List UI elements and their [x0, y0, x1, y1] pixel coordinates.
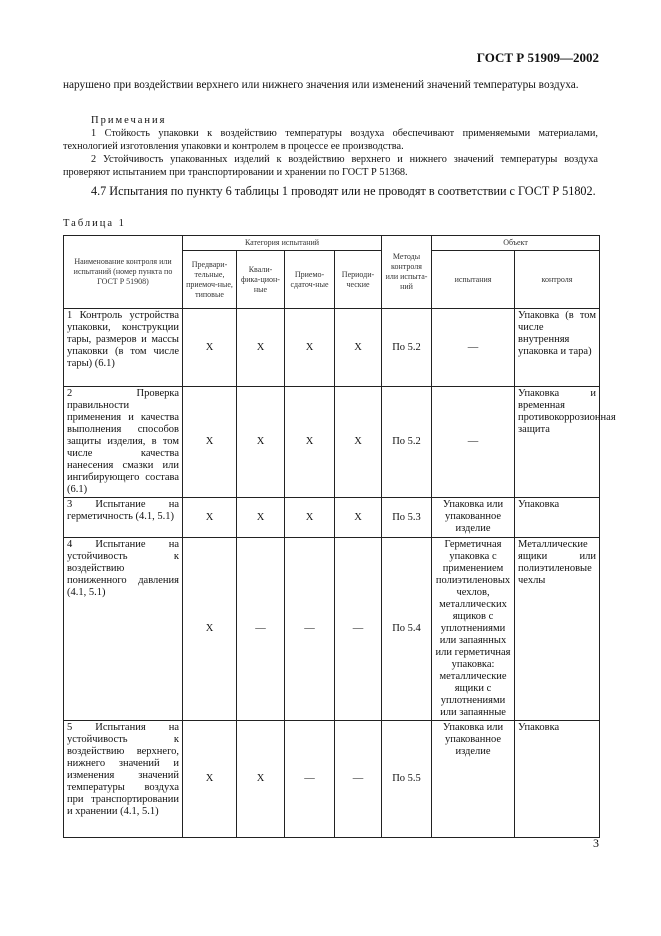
cell-accept: — — [284, 720, 335, 838]
cell-method: По 5.3 — [381, 497, 433, 538]
cell-qual: X — [236, 308, 285, 387]
table-row: 2 Проверка правильности применения и кач… — [63, 386, 616, 498]
table-row: 1 Контроль устройства упаковки, конструк… — [63, 308, 601, 387]
header-methods: Методы контроля или испыта-ний — [381, 235, 433, 309]
cell-prelim: X — [182, 537, 237, 721]
cell-qual: X — [236, 497, 285, 538]
cell-period: — — [333, 720, 383, 838]
header-cat-prelim: Предвари-тельные, приемоч-ные, типовые — [182, 250, 237, 309]
cell-method: По 5.2 — [381, 386, 433, 498]
cell-prelim: X — [182, 386, 237, 498]
cell-prelim: X — [182, 308, 237, 387]
header-cat-period: Периоди-ческие — [333, 250, 383, 309]
header-obj-control: контроля — [514, 250, 601, 309]
cell-name: 4 Испытание на устойчивость к воздействи… — [63, 537, 183, 721]
cell-name: 5 Испытания на устойчивость к воздействи… — [63, 720, 183, 838]
cell-obj-test: Упаковка или упакованное изделие — [431, 720, 516, 838]
table-caption: Таблица 1 — [63, 218, 126, 229]
cell-accept: X — [284, 386, 335, 498]
cell-qual: — — [236, 537, 285, 721]
cell-period: X — [333, 308, 383, 387]
cell-obj-control: Упаковка и временная противокоррозионная… — [514, 386, 616, 498]
cell-period: — — [333, 537, 383, 721]
header-cat-accept: Приемо-сдаточ-ные — [284, 250, 335, 309]
cell-prelim: X — [182, 497, 237, 538]
cell-accept: — — [284, 537, 335, 721]
header-name: Наименование контроля или испытаний (ном… — [63, 235, 183, 309]
cell-period: X — [333, 497, 383, 538]
table-row: 5 Испытания на устойчивость к воздействи… — [63, 720, 601, 838]
note-2: 2 Устойчивость упакованных изделий к воз… — [63, 154, 598, 178]
table-1: Наименование контроля или испытаний (ном… — [63, 235, 616, 838]
cell-period: X — [333, 386, 383, 498]
header-obj-test: испытания — [431, 250, 516, 309]
cell-accept: X — [284, 308, 335, 387]
header-cat-qual: Квали-фика-цион-ные — [236, 250, 285, 309]
paragraph-4-7: 4.7 Испытания по пункту 6 таблицы 1 пров… — [91, 184, 596, 198]
cell-obj-control: Упаковка (в том числе внутренняя упаковк… — [514, 308, 601, 387]
cell-qual: X — [236, 386, 285, 498]
cell-name: 2 Проверка правильности применения и кач… — [63, 386, 183, 498]
cell-method: По 5.2 — [381, 308, 433, 387]
page-number: 3 — [593, 836, 599, 850]
note-1: 1 Стойкость упаковки к воздействию темпе… — [63, 128, 598, 152]
cell-method: По 5.5 — [381, 720, 433, 838]
cell-obj-control: Упаковка — [514, 497, 601, 538]
cell-obj-test: Упаковка или упакованное изделие — [431, 497, 516, 538]
cell-prelim: X — [182, 720, 237, 838]
cell-name: 3 Испытание на герметичность (4.1, 5.1) — [63, 497, 183, 538]
paragraph-continuation: нарушено при воздействии верхнего или ни… — [63, 79, 579, 91]
cell-obj-test: Герметичная упаковка с применением полиэ… — [431, 537, 516, 721]
table-row: 4 Испытание на устойчивость к воздействи… — [63, 537, 601, 721]
notes-title: Примечания — [91, 115, 167, 126]
cell-obj-test: — — [431, 386, 516, 498]
cell-method: По 5.4 — [381, 537, 433, 721]
cell-obj-control: Металлические ящики или полиэтиленовые ч… — [514, 537, 601, 721]
document-id: ГОСТ Р 51909—2002 — [476, 50, 599, 65]
header-object: Объект — [431, 235, 601, 251]
cell-accept: X — [284, 497, 335, 538]
header-category: Категория испытаний — [181, 235, 383, 251]
cell-obj-control: Упаковка — [514, 720, 601, 838]
table-row: 3 Испытание на герметичность (4.1, 5.1) X… — [63, 497, 601, 538]
cell-name: 1 Контроль устройства упаковки, конструк… — [63, 308, 183, 387]
cell-obj-test: — — [431, 308, 516, 387]
cell-qual: X — [236, 720, 285, 838]
